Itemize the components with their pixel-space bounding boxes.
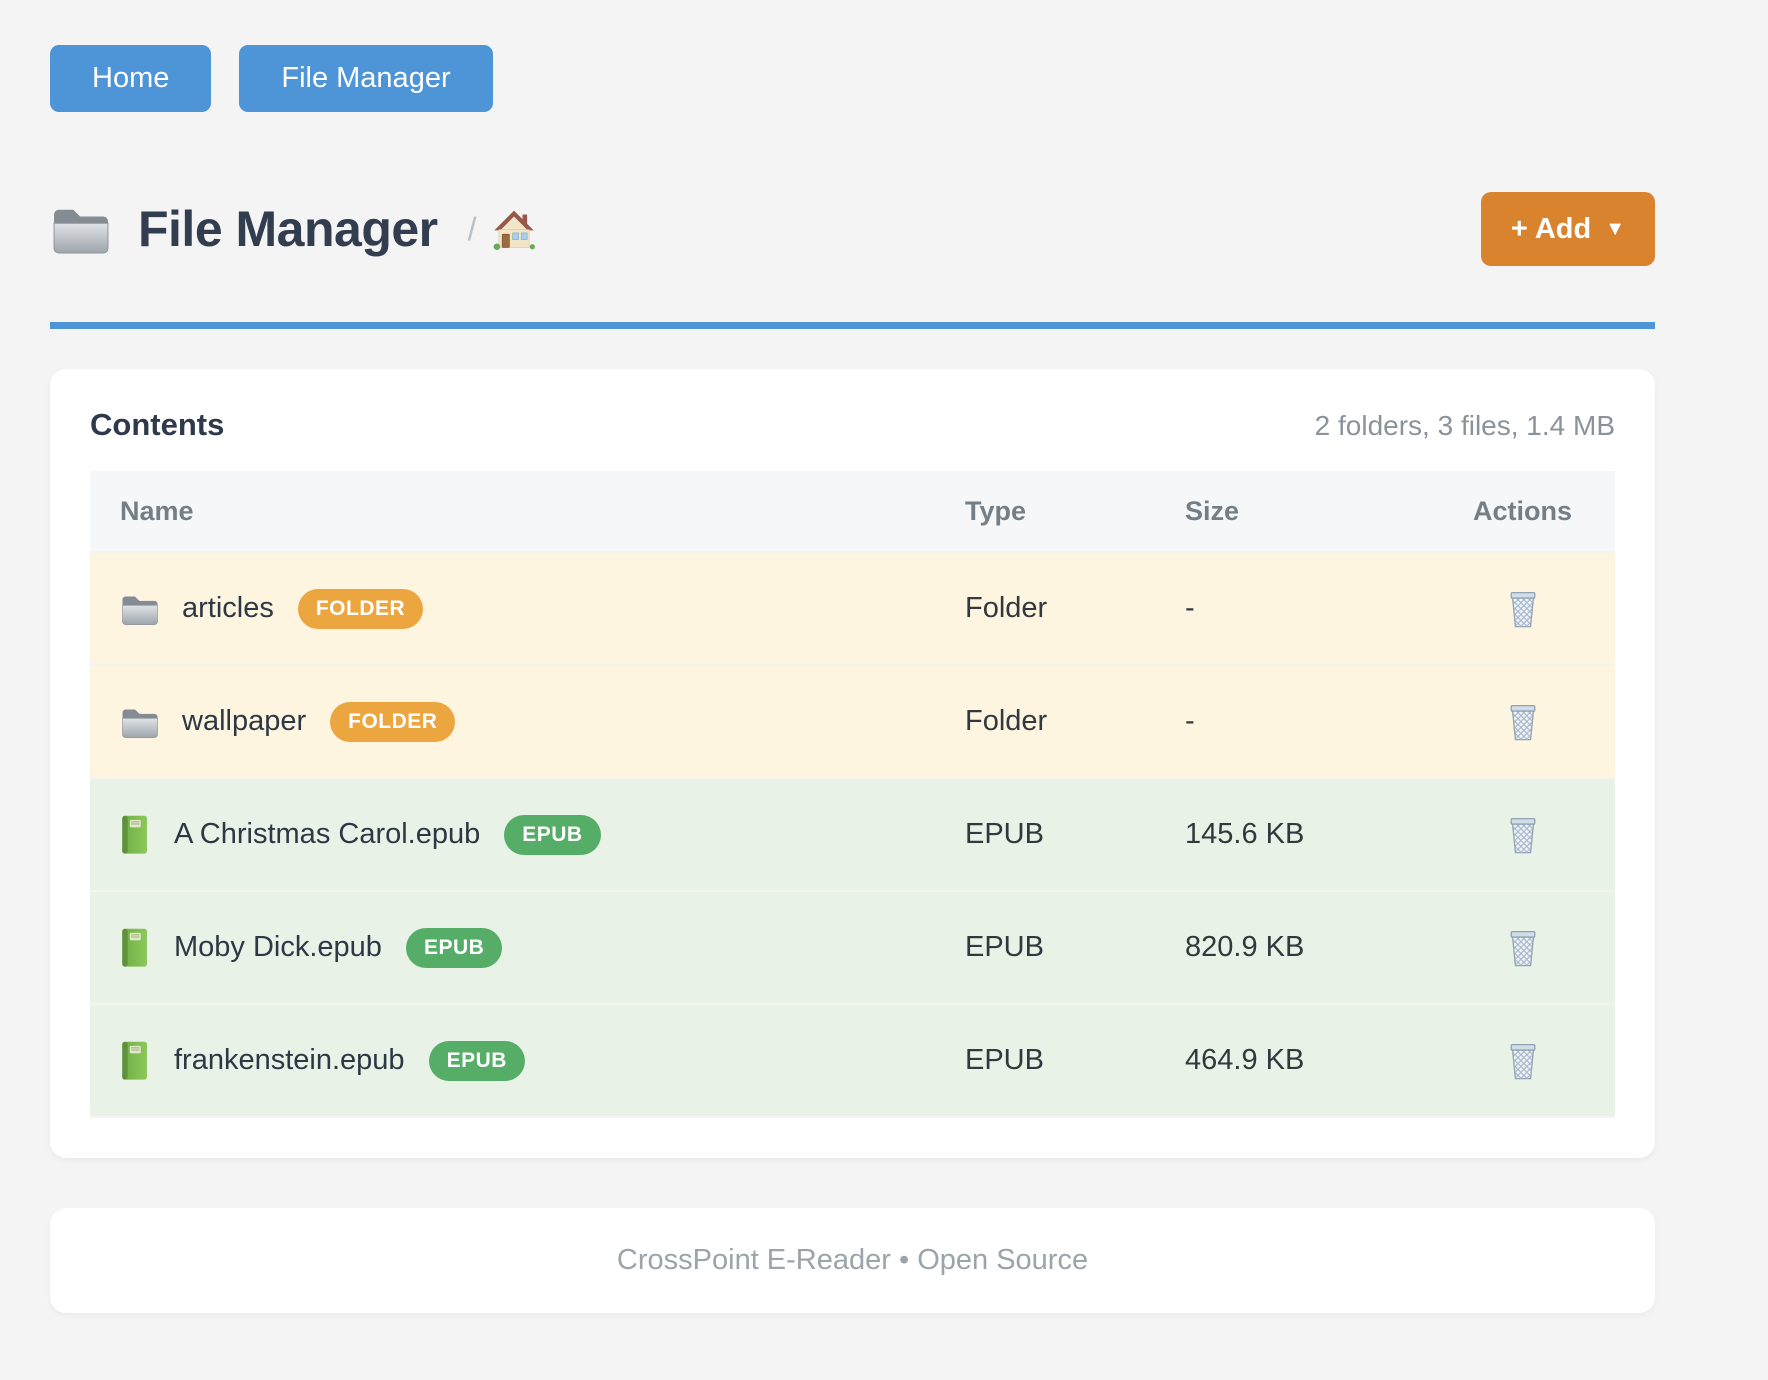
header-divider [50, 322, 1655, 329]
file-size: - [1185, 592, 1195, 624]
add-button[interactable]: + Add ▼ [1480, 192, 1655, 266]
file-size: - [1185, 705, 1195, 737]
trash-icon [1506, 701, 1540, 743]
table-body: articles FOLDER Folder - wallpaper FOLDE… [90, 551, 1615, 1118]
file-type: EPUB [965, 818, 1044, 850]
file-name[interactable]: articles [182, 592, 274, 624]
file-type: Folder [965, 705, 1048, 737]
nav-home-button[interactable]: Home [50, 45, 212, 112]
file-type: Folder [965, 592, 1048, 624]
column-header-actions: Actions [1472, 495, 1572, 526]
file-name[interactable]: wallpaper [182, 705, 307, 737]
table-row: Moby Dick.epub EPUB EPUB 820.9 KB [90, 890, 1615, 1003]
page-title: File Manager [138, 201, 438, 257]
table-row: A Christmas Carol.epub EPUB EPUB 145.6 K… [90, 777, 1615, 890]
file-type-badge: EPUB [504, 814, 601, 855]
breadcrumb: / [467, 210, 477, 247]
file-type: EPUB [965, 1044, 1044, 1076]
book-icon [120, 928, 152, 968]
table-header-row: Name Type Size Actions [90, 471, 1615, 551]
trash-icon [1506, 588, 1540, 630]
delete-button[interactable] [1502, 1036, 1544, 1086]
table-row: articles FOLDER Folder - [90, 551, 1615, 664]
file-size: 820.9 KB [1185, 931, 1305, 963]
delete-button[interactable] [1502, 697, 1544, 747]
delete-button[interactable] [1502, 923, 1544, 973]
table-row: frankenstein.epub EPUB EPUB 464.9 KB [90, 1003, 1615, 1116]
column-header-name: Name [120, 495, 194, 526]
file-name[interactable]: A Christmas Carol.epub [174, 818, 481, 850]
contents-heading: Contents [90, 407, 225, 442]
file-table: Name Type Size Actions articles FOLDER F… [90, 471, 1615, 1118]
file-size: 145.6 KB [1185, 818, 1305, 850]
page: Home File Manager File Manager / + Add ▼… [50, 45, 1655, 1313]
column-header-size: Size [1185, 495, 1240, 526]
home-icon[interactable] [493, 208, 535, 250]
delete-button[interactable] [1502, 584, 1544, 634]
nav-file-manager-button[interactable]: File Manager [239, 45, 493, 112]
contents-summary: 2 folders, 3 files, 1.4 MB [1314, 410, 1615, 441]
add-button-label: + Add [1510, 212, 1592, 245]
file-size: 464.9 KB [1185, 1044, 1305, 1076]
book-icon [120, 815, 152, 855]
page-header: File Manager / + Add ▼ [50, 192, 1655, 266]
delete-button[interactable] [1502, 810, 1544, 860]
trash-icon [1506, 1040, 1540, 1082]
book-icon [120, 1041, 152, 1081]
file-name[interactable]: Moby Dick.epub [174, 931, 382, 963]
file-type-badge: EPUB [405, 927, 503, 968]
chevron-down-icon: ▼ [1605, 218, 1625, 240]
trash-icon [1506, 927, 1540, 969]
file-type-badge: FOLDER [297, 588, 424, 629]
file-name[interactable]: frankenstein.epub [174, 1044, 405, 1076]
column-header-type: Type [965, 495, 1027, 526]
contents-card: Contents 2 folders, 3 files, 1.4 MB Name… [50, 369, 1655, 1158]
file-type-badge: EPUB [428, 1040, 525, 1081]
footer: CrossPoint E-Reader • Open Source [50, 1208, 1655, 1313]
folder-icon [50, 203, 112, 255]
file-type: EPUB [965, 931, 1044, 963]
trash-icon [1506, 814, 1540, 856]
footer-text: CrossPoint E-Reader • Open Source [616, 1244, 1089, 1276]
file-type-badge: FOLDER [330, 701, 456, 742]
folder-icon [120, 705, 160, 739]
top-nav: Home File Manager [50, 45, 1655, 112]
table-row: wallpaper FOLDER Folder - [90, 664, 1615, 777]
folder-icon [120, 592, 160, 626]
